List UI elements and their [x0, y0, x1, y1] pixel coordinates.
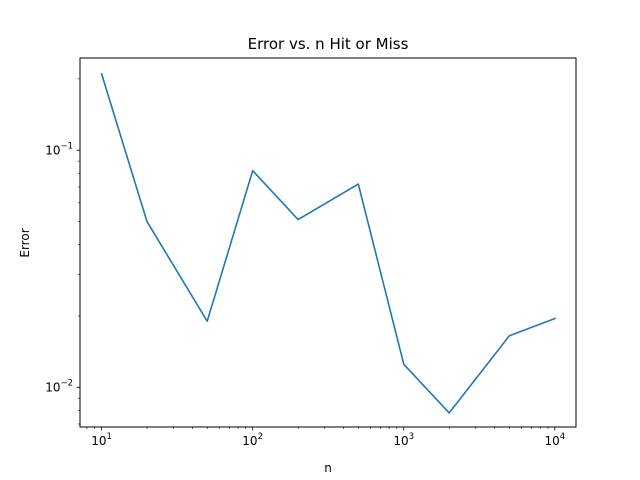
chart-title: Error vs. n Hit or Miss — [248, 35, 409, 53]
x-tick-label: 101 — [91, 432, 112, 448]
x-axis-label: n — [324, 461, 332, 475]
x-tick-label: 104 — [545, 432, 566, 448]
plot-frame — [79, 57, 577, 428]
x-tick-label: 102 — [242, 432, 263, 448]
y-tick-label: 10−2 — [45, 378, 73, 394]
y-tick-label: 10−1 — [45, 141, 73, 157]
x-tick-label: 103 — [393, 432, 414, 448]
y-axis-label: Error — [18, 228, 32, 257]
ticks-layer: 101 102 103 104 10−1 10−2 — [45, 78, 566, 448]
series-line-0 — [100, 72, 556, 414]
plot-layer — [100, 72, 556, 414]
